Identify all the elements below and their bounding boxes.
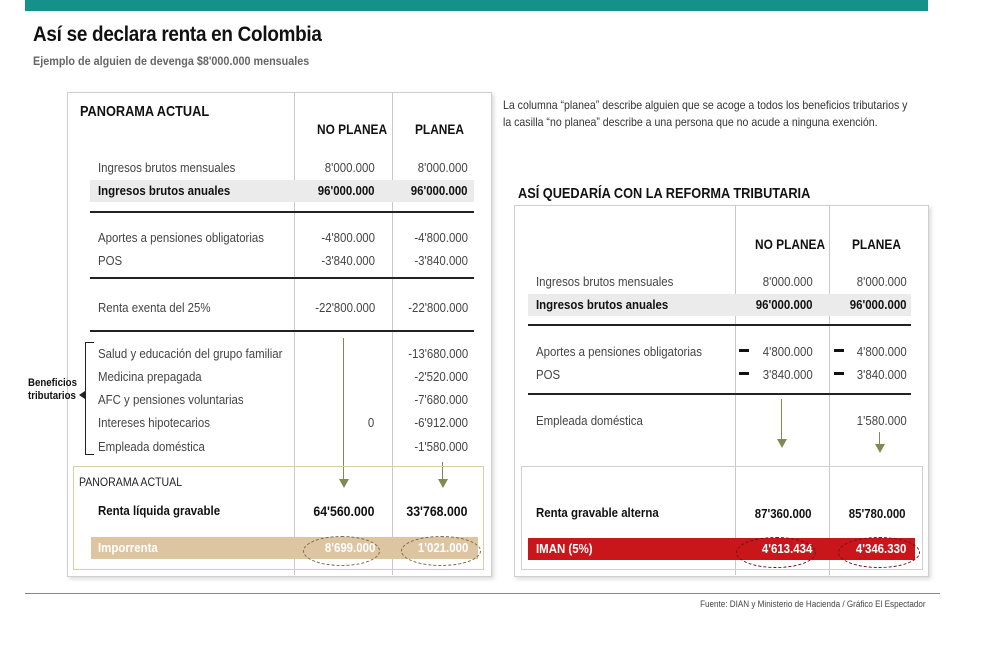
left-row-no: 96'000.000 [318, 183, 375, 198]
left-row-label: AFC y pensiones voluntarias [98, 392, 244, 407]
left-row-shade [90, 180, 474, 202]
beneficios-pointer-icon [79, 391, 85, 399]
highlight-circle [838, 537, 920, 568]
right-col-divider-1 [735, 205, 736, 575]
arrow-down-icon [875, 444, 885, 453]
right-row-no: 4'800.000 [763, 344, 813, 359]
left-row-si: -3'840.000 [414, 253, 468, 268]
minus-icon [834, 349, 844, 352]
explanation-note: La columna “planea” describe alguien que… [503, 98, 908, 129]
left-row-label: Salud y educación del grupo familiar [98, 346, 283, 361]
right-row-label: Empleada doméstica [536, 413, 643, 428]
panel-reform [514, 205, 929, 577]
left-row-label: POS [98, 253, 123, 268]
left-row-label: Renta exenta del 25% [98, 300, 211, 315]
page-title: Así se declara renta en Colombia [33, 23, 322, 46]
accent-bar [25, 0, 928, 11]
arrow-down-icon [339, 479, 349, 488]
left-col-divider-2 [392, 92, 393, 575]
minus-icon [834, 372, 844, 375]
renta-liquida-no: 64'560.000 [313, 503, 375, 519]
left-row-no: 8'000.000 [325, 160, 375, 175]
iman-bar [528, 538, 915, 560]
left-col-si-header: PLANEA [415, 121, 464, 137]
imporrenta-label: Imporrenta [98, 540, 158, 555]
right-row-si: 3'840.000 [857, 367, 907, 382]
arrow-down-icon [343, 338, 344, 480]
renta-liquida-label: Renta líquida gravable [98, 503, 221, 518]
left-row-label: Medicina prepagada [98, 369, 202, 384]
imporrenta-bar [91, 537, 478, 559]
highlight-circle [401, 536, 481, 566]
renta-alterna-label: Renta gravable alterna [536, 505, 659, 520]
subpanel-reform [521, 466, 923, 570]
right-divider [528, 393, 911, 395]
left-row-no: 0 [367, 415, 374, 430]
right-row-no: 8'000.000 [763, 274, 813, 289]
left-row-si: -1'580.000 [414, 439, 468, 454]
right-row-si: 96'000.000 [850, 297, 907, 312]
renta-alterna-no: 87'360.000 [755, 506, 812, 521]
highlight-circle [303, 536, 380, 566]
right-row-si: 4'800.000 [857, 344, 907, 359]
right-col-no-header: NO PLANEA [755, 236, 826, 252]
highlight-circle [736, 537, 816, 568]
right-row-label: Ingresos brutos mensuales [536, 274, 674, 289]
right-row-shade [528, 294, 911, 316]
panel-current [67, 92, 492, 577]
minus-icon [739, 372, 749, 375]
right-row-si: 1'580.000 [857, 413, 907, 428]
minus-icon [739, 349, 749, 352]
left-row-si: -22'800.000 [407, 300, 468, 315]
right-row-label: Ingresos brutos anuales [536, 297, 669, 312]
left-row-no: -3'840.000 [321, 253, 375, 268]
left-col-divider-1 [294, 92, 295, 575]
subpanel-heading: PANORAMA ACTUAL [79, 475, 183, 489]
left-row-si: 96'000.000 [411, 183, 468, 198]
left-divider [90, 330, 474, 332]
arrow-down-icon [777, 439, 787, 448]
arrow-down-icon [879, 432, 880, 444]
right-row-label: POS [536, 367, 561, 382]
left-heading: PANORAMA ACTUAL [80, 103, 210, 120]
beneficios-bracket [85, 342, 94, 455]
renta-alterna-si: 85'780.000 [849, 506, 906, 521]
left-divider [90, 211, 474, 213]
right-heading: ASÍ QUEDARÍA CON LA REFORMA TRIBUTARIA [518, 185, 811, 202]
arrow-down-icon [438, 479, 448, 488]
left-row-si: -4'800.000 [414, 230, 468, 245]
left-row-label: Intereses hipotecarios [98, 415, 210, 430]
source-credit: Fuente: DIAN y Ministerio de Hacienda / … [700, 599, 926, 609]
left-row-si: -13'680.000 [407, 346, 468, 361]
right-row-si: 8'000.000 [857, 274, 907, 289]
left-row-si: -2'520.000 [414, 369, 468, 384]
beneficios-label: Beneficios [28, 377, 77, 389]
left-row-no: -22'800.000 [314, 300, 375, 315]
left-divider [90, 277, 474, 279]
renta-liquida-si: 33'768.000 [406, 503, 468, 519]
page-subtitle: Ejemplo de alguien de devenga $8'000.000… [33, 54, 310, 68]
left-row-label: Aportes a pensiones obligatorias [98, 230, 264, 245]
left-row-label: Ingresos brutos anuales [98, 183, 231, 198]
right-col-si-header: PLANEA [852, 236, 901, 252]
right-divider [528, 324, 911, 326]
beneficios-label: tributarios [28, 390, 76, 402]
left-row-label: Ingresos brutos mensuales [98, 160, 236, 175]
left-col-no-header: NO PLANEA [317, 121, 388, 137]
arrow-down-icon [442, 462, 443, 480]
right-col-divider-2 [829, 205, 830, 575]
left-row-si: -7'680.000 [414, 392, 468, 407]
right-row-no: 96'000.000 [756, 297, 813, 312]
left-row-si: 8'000.000 [418, 160, 468, 175]
right-row-label: Aportes a pensiones obligatorias [536, 344, 702, 359]
left-row-si: -6'912.000 [414, 415, 468, 430]
iman-label: IMAN (5%) [536, 541, 593, 556]
arrow-down-icon [781, 399, 782, 439]
left-row-label: Empleada doméstica [98, 439, 205, 454]
left-row-no: -4'800.000 [321, 230, 375, 245]
subpanel-current [73, 466, 484, 570]
right-row-no: 3'840.000 [763, 367, 813, 382]
footer-rule [25, 593, 940, 594]
